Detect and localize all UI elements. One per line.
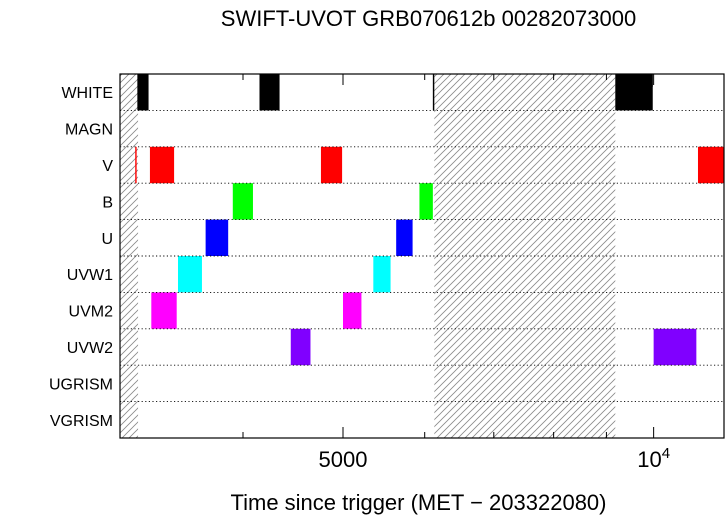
no-coverage-region-1 [120, 74, 139, 438]
x-tick-label-2: 104 [637, 445, 670, 472]
exposure-white-3 [432, 74, 435, 111]
exposure-u-13 [396, 219, 413, 256]
row-grid [120, 109, 724, 403]
chart-title: SWIFT-UVOT GRB070612b 00282073000 [220, 6, 637, 31]
exposure-v-9 [697, 146, 724, 184]
x-axis-label: Time since trigger (MET − 203322080) [230, 490, 607, 515]
exposure-uvw2-19 [653, 328, 697, 366]
exposure-uvw1-14 [177, 256, 202, 293]
exposure-u-12 [205, 219, 229, 256]
exposure-v-6 [135, 146, 137, 184]
exposure-v-7 [149, 146, 175, 184]
exposure-uvw2-18 [290, 328, 311, 366]
exposure-v-8 [320, 146, 343, 184]
exposure-b-10 [232, 183, 253, 220]
row-label-layer: WHITE MAGN V B U UVW1 UVM2 UVW2 UGRISM VGRISM [49, 85, 113, 430]
x-tick-label-1: 5000 [319, 447, 368, 472]
row-label-u: U [101, 231, 113, 248]
row-label-vgrism: VGRISM [50, 413, 113, 430]
row-label-v: V [102, 158, 113, 175]
exposure-white-4 [615, 74, 653, 111]
exposure-uvw1-15 [373, 256, 391, 293]
plot-frame [119, 73, 725, 439]
exposure-layer [135, 74, 724, 366]
exposure-white-1 [137, 74, 149, 111]
row-label-ugrism: UGRISM [49, 376, 113, 393]
exposure-uvm2-16 [151, 292, 177, 329]
row-label-uvw2: UVW2 [67, 340, 113, 357]
row-label-uvw1: UVW1 [67, 267, 113, 284]
row-label-white: WHITE [61, 85, 113, 102]
row-label-b: B [102, 194, 113, 211]
exposure-uvm2-17 [342, 292, 362, 329]
exposure-white-5 [649, 74, 653, 87]
row-label-magn: MAGN [65, 122, 113, 139]
tick-layer: 5000 104 [242, 74, 670, 472]
exposure-b-11 [419, 183, 433, 220]
exposure-white-2 [259, 74, 280, 111]
row-label-uvm2: UVM2 [69, 304, 114, 321]
